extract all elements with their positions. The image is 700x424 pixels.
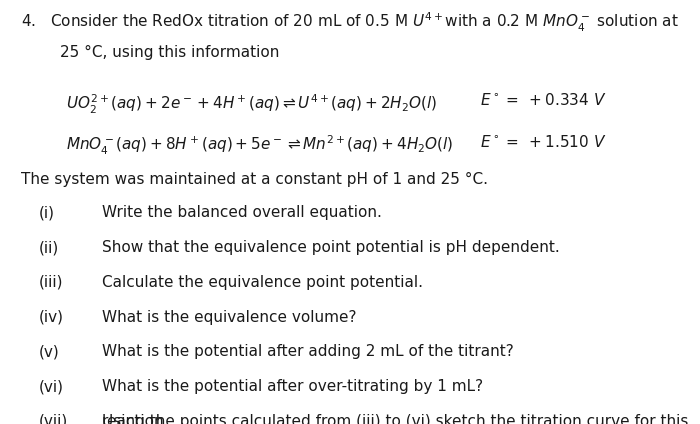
Text: $\mathit{MnO}_4^-\mathit{(aq)} + 8\mathit{H}^+\mathit{(aq)} + 5\mathit{e}^- \rig: $\mathit{MnO}_4^-\mathit{(aq)} + 8\mathi…	[66, 134, 454, 157]
Text: The system was maintained at a constant pH of 1 and 25 °C.: The system was maintained at a constant …	[21, 172, 488, 187]
Text: $E^\circ =\ +1.510\ V$: $E^\circ =\ +1.510\ V$	[480, 134, 606, 150]
Text: Show that the equivalence point potential is pH dependent.: Show that the equivalence point potentia…	[102, 240, 559, 255]
Text: (iv): (iv)	[38, 310, 64, 325]
Text: 4.   Consider the RedOx titration of 20 mL of 0.5 M $\mathit{U}^{4+}$with a 0.2 : 4. Consider the RedOx titration of 20 mL…	[21, 11, 679, 34]
Text: 25 °C, using this information: 25 °C, using this information	[60, 45, 279, 60]
Text: $E^\circ =\ +0.334\ V$: $E^\circ =\ +0.334\ V$	[480, 92, 606, 108]
Text: $\mathit{UO}_2^{2+}\mathit{(aq)} + 2\mathit{e}^- + 4\mathit{H}^+ \mathit{(aq)} \: $\mathit{UO}_2^{2+}\mathit{(aq)} + 2\mat…	[66, 92, 438, 115]
Text: What is the potential after adding 2 mL of the titrant?: What is the potential after adding 2 mL …	[102, 344, 513, 360]
Text: (vi): (vi)	[38, 379, 64, 394]
Text: reaction.: reaction.	[102, 414, 169, 424]
Text: Calculate the equivalence point potential.: Calculate the equivalence point potentia…	[102, 275, 423, 290]
Text: What is the equivalence volume?: What is the equivalence volume?	[102, 310, 356, 325]
Text: (i): (i)	[38, 205, 55, 220]
Text: (vii): (vii)	[38, 414, 68, 424]
Text: (iii): (iii)	[38, 275, 63, 290]
Text: Write the balanced overall equation.: Write the balanced overall equation.	[102, 205, 382, 220]
Text: Using the points calculated from (iii) to (vi) sketch the titration curve for th: Using the points calculated from (iii) t…	[102, 414, 688, 424]
Text: (ii): (ii)	[38, 240, 59, 255]
Text: What is the potential after over-titrating by 1 mL?: What is the potential after over-titrati…	[102, 379, 482, 394]
Text: (v): (v)	[38, 344, 60, 360]
